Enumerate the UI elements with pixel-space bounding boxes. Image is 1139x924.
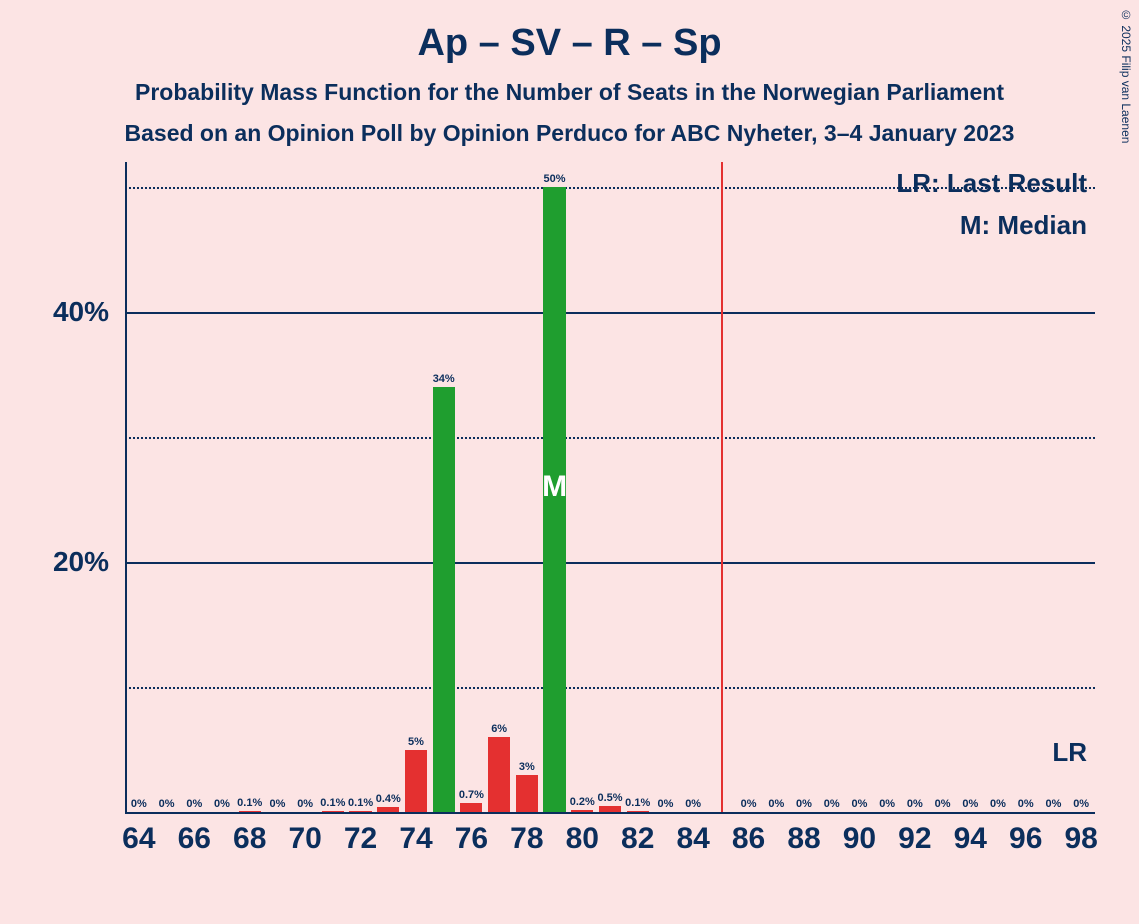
x-axis-line [125, 812, 1095, 814]
x-tick-label: 66 [178, 822, 211, 856]
lr-marker-label: LR [1052, 737, 1087, 768]
bar-value-label: 6% [491, 723, 507, 735]
bar-value-label: 0% [657, 798, 673, 810]
bar-value-label: 0% [1018, 798, 1034, 810]
x-tick-label: 68 [233, 822, 266, 856]
bar-value-label: 3% [519, 761, 535, 773]
chart-title: Ap – SV – R – Sp [0, 0, 1139, 65]
bar-value-label: 0% [214, 798, 230, 810]
bar-value-label: 0% [990, 798, 1006, 810]
bar-value-label: 0% [186, 798, 202, 810]
bar-value-label: 0% [131, 798, 147, 810]
chart-subtitle-1: Probability Mass Function for the Number… [0, 65, 1139, 106]
x-tick-label: 72 [344, 822, 377, 856]
bar-value-label: 0% [824, 798, 840, 810]
bar-value-label: 0% [685, 798, 701, 810]
y-tick-label: 40% [53, 296, 109, 328]
bar-value-label: 0% [768, 798, 784, 810]
bar [488, 737, 510, 812]
x-tick-label: 82 [621, 822, 654, 856]
bar-value-label: 0.1% [348, 797, 373, 809]
copyright-text: © 2025 Filip van Laenen [1119, 8, 1133, 143]
bar-value-label: 0% [796, 798, 812, 810]
bar [516, 775, 538, 813]
bar [377, 807, 399, 812]
bar-value-label: 5% [408, 736, 424, 748]
bar-value-label: 0% [159, 798, 175, 810]
bar [322, 811, 344, 812]
bar-value-label: 0% [741, 798, 757, 810]
bar-value-label: 0% [879, 798, 895, 810]
bar-value-label: 0% [269, 798, 285, 810]
legend-last-result: LR: Last Result [896, 168, 1087, 199]
x-tick-label: 94 [954, 822, 987, 856]
x-tick-label: 74 [399, 822, 432, 856]
bar-value-label: 0.4% [376, 793, 401, 805]
bar [599, 806, 621, 812]
x-tick-label: 98 [1064, 822, 1097, 856]
x-tick-label: 96 [1009, 822, 1042, 856]
gridline-major [125, 312, 1095, 314]
bar [239, 811, 261, 812]
x-tick-label: 78 [510, 822, 543, 856]
gridline-major [125, 562, 1095, 564]
bar-value-label: 0.1% [237, 797, 262, 809]
x-tick-label: 64 [122, 822, 155, 856]
bar [571, 810, 593, 813]
gridline-minor [125, 437, 1095, 439]
bar [405, 750, 427, 813]
bar-value-label: 0% [962, 798, 978, 810]
legend-median: M: Median [960, 210, 1087, 241]
x-tick-label: 86 [732, 822, 765, 856]
x-tick-label: 80 [566, 822, 599, 856]
bar-value-label: 50% [544, 173, 566, 185]
x-tick-label: 76 [455, 822, 488, 856]
bar-value-label: 0.5% [597, 792, 622, 804]
bar-value-label: 0% [1045, 798, 1061, 810]
x-tick-label: 84 [676, 822, 709, 856]
bar [627, 811, 649, 812]
bar-value-label: 0% [851, 798, 867, 810]
x-tick-label: 90 [843, 822, 876, 856]
bar-value-label: 0.1% [320, 797, 345, 809]
median-marker: M [542, 470, 567, 504]
y-axis-line [125, 162, 127, 812]
bar [349, 811, 371, 812]
bar-value-label: 0% [1073, 798, 1089, 810]
y-tick-label: 20% [53, 546, 109, 578]
bar-value-label: 0% [297, 798, 313, 810]
bar-value-label: 0.1% [625, 797, 650, 809]
bar-value-label: 0.7% [459, 789, 484, 801]
gridline-minor [125, 687, 1095, 689]
x-tick-label: 70 [288, 822, 321, 856]
x-tick-label: 92 [898, 822, 931, 856]
x-tick-label: 88 [787, 822, 820, 856]
bar [460, 803, 482, 812]
bar [433, 387, 455, 812]
bar-value-label: 34% [433, 373, 455, 385]
bar-value-label: 0.2% [570, 796, 595, 808]
bar-value-label: 0% [907, 798, 923, 810]
chart-subtitle-2: Based on an Opinion Poll by Opinion Perd… [0, 106, 1139, 147]
last-result-line [721, 162, 723, 812]
chart-plot-area: 20%40%0%0%0%0%0.1%0%0%0.1%0.1%0.4%5%34%0… [125, 162, 1095, 812]
bar-value-label: 0% [935, 798, 951, 810]
